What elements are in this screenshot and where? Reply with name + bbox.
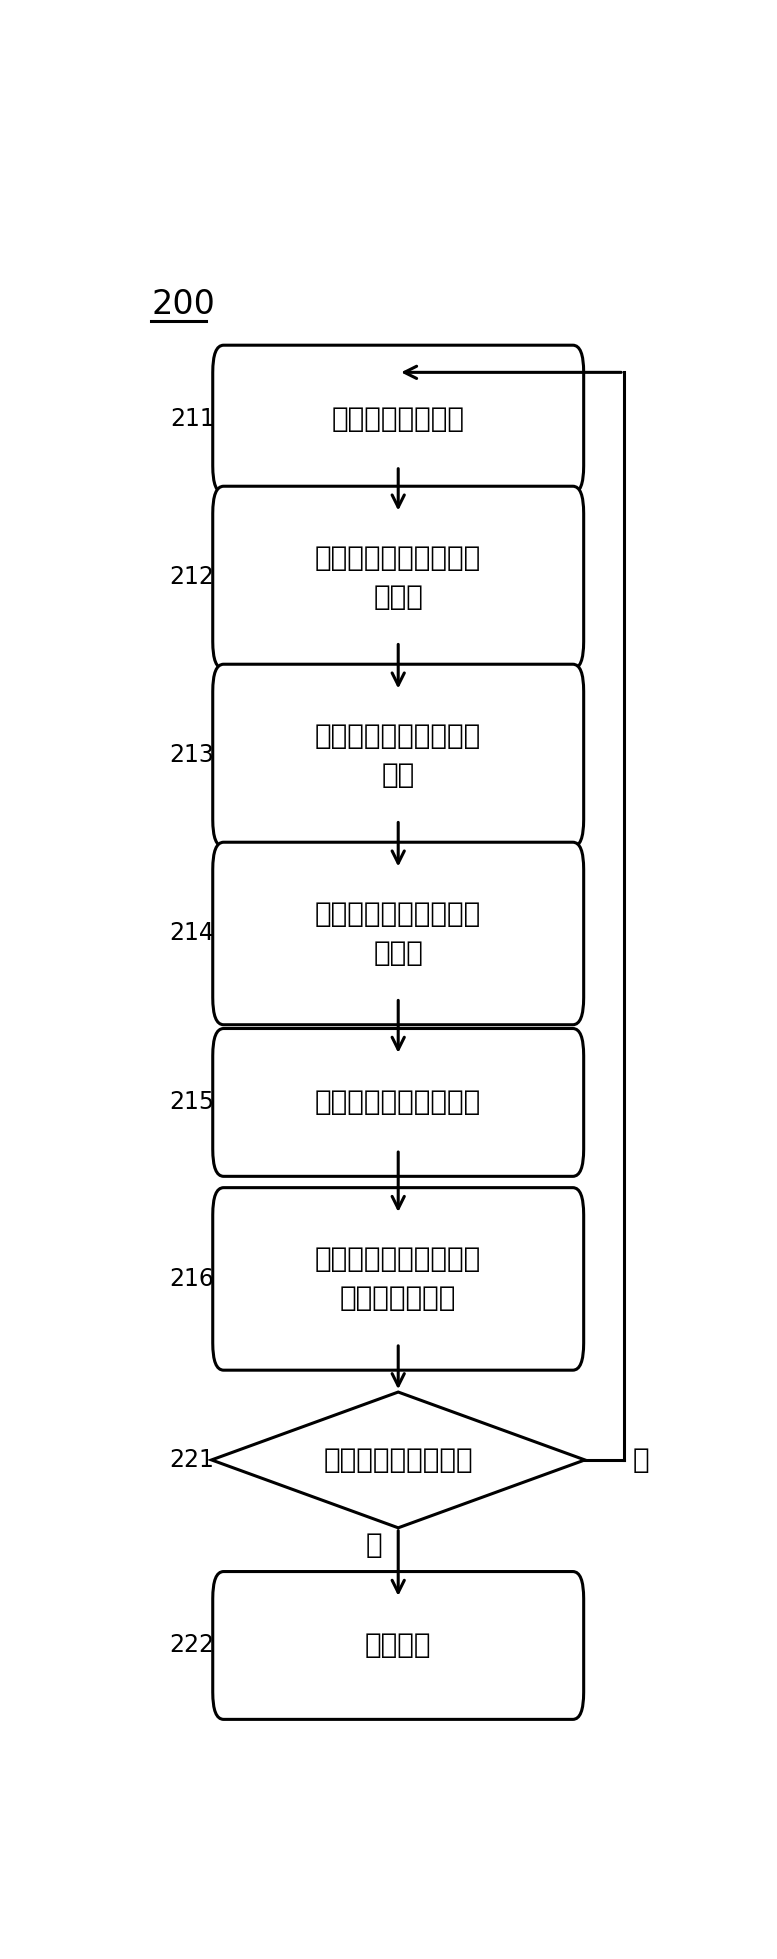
Text: 200: 200 — [152, 288, 215, 321]
FancyBboxPatch shape — [213, 842, 584, 1025]
Text: 212: 212 — [169, 566, 214, 590]
Text: 划分训练数据集和验证
数据集: 划分训练数据集和验证 数据集 — [315, 899, 481, 968]
Text: 221: 221 — [169, 1448, 214, 1471]
Text: 216: 216 — [169, 1267, 214, 1291]
Text: 结束训练: 结束训练 — [365, 1632, 431, 1659]
Text: 性能＜预定性能指标: 性能＜预定性能指标 — [323, 1446, 473, 1473]
FancyBboxPatch shape — [213, 1028, 584, 1175]
FancyBboxPatch shape — [213, 1571, 584, 1720]
Polygon shape — [211, 1393, 585, 1528]
Text: 验证经训练的机器学习
网络模型的性能: 验证经训练的机器学习 网络模型的性能 — [315, 1246, 481, 1313]
FancyBboxPatch shape — [213, 664, 584, 846]
Text: 通过主动学习选择待标
注样本: 通过主动学习选择待标 注样本 — [315, 545, 481, 611]
Text: 211: 211 — [170, 407, 214, 431]
Text: 222: 222 — [169, 1634, 214, 1657]
Text: 输入未标注样本集: 输入未标注样本集 — [332, 406, 465, 433]
Text: 标注并存储在标注数据
集中: 标注并存储在标注数据 集中 — [315, 723, 481, 789]
Text: 否: 否 — [366, 1532, 382, 1559]
FancyBboxPatch shape — [213, 486, 584, 668]
FancyBboxPatch shape — [213, 345, 584, 494]
Text: 215: 215 — [169, 1091, 214, 1115]
Text: 213: 213 — [169, 744, 214, 768]
Text: 是: 是 — [633, 1446, 650, 1473]
Text: 训练机器学习网络模型: 训练机器学习网络模型 — [315, 1089, 481, 1117]
FancyBboxPatch shape — [213, 1187, 584, 1369]
Text: 214: 214 — [169, 921, 214, 946]
